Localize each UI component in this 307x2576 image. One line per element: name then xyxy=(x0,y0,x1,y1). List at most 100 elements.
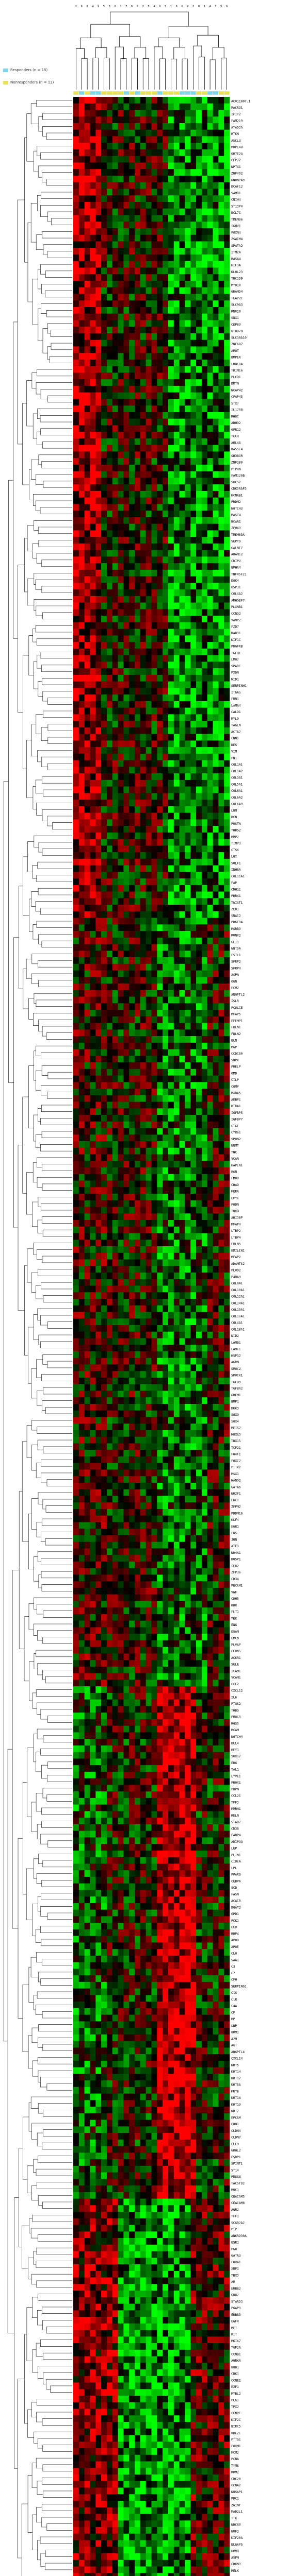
heatmap-cell xyxy=(123,576,130,583)
heatmap-cell xyxy=(146,208,152,215)
heatmap-cell xyxy=(78,294,85,301)
heatmap-cell xyxy=(73,1180,79,1188)
heatmap-cell xyxy=(157,622,163,629)
heatmap-cell xyxy=(101,222,107,229)
heatmap-cell xyxy=(101,425,107,432)
heatmap-cell xyxy=(106,1174,113,1181)
heatmap-cell xyxy=(224,1213,230,1221)
heatmap-cell xyxy=(84,845,90,853)
heatmap-cell xyxy=(118,116,124,124)
heatmap-cell xyxy=(163,1049,169,1056)
heatmap-cell xyxy=(196,957,202,964)
heatmap-cell xyxy=(179,1082,185,1089)
heatmap-cell xyxy=(185,826,191,833)
heatmap-cell xyxy=(73,353,79,360)
heatmap-cell xyxy=(168,543,174,550)
heatmap-cell xyxy=(101,779,107,787)
heatmap-cell xyxy=(135,195,141,202)
heatmap-cell xyxy=(163,911,169,918)
heatmap-cell xyxy=(73,1252,79,1260)
heatmap-cell xyxy=(224,425,230,432)
heatmap-cell xyxy=(123,195,130,202)
heatmap-cell xyxy=(151,812,157,820)
heatmap-cell xyxy=(224,918,230,925)
heatmap-cell xyxy=(196,674,202,682)
heatmap-cell xyxy=(129,609,135,616)
heatmap-cell xyxy=(106,1207,113,1214)
heatmap-cell xyxy=(123,320,130,327)
heatmap-cell xyxy=(123,248,130,255)
heatmap-cell xyxy=(95,734,102,741)
heatmap-cell xyxy=(168,740,174,748)
heatmap-cell xyxy=(196,977,202,984)
heatmap-cell xyxy=(118,333,124,340)
heatmap-cell xyxy=(90,970,96,977)
heatmap-cell xyxy=(213,1062,219,1070)
heatmap-cell xyxy=(146,839,152,846)
heatmap-cell xyxy=(190,228,197,235)
heatmap-cell xyxy=(163,300,169,308)
heatmap-cell xyxy=(190,1121,197,1128)
heatmap-cell xyxy=(151,721,157,728)
heatmap-cell xyxy=(163,116,169,124)
heatmap-cell xyxy=(73,740,79,748)
heatmap-cell xyxy=(78,307,85,314)
heatmap-cell xyxy=(173,694,180,702)
heatmap-cell xyxy=(140,129,146,137)
heatmap-cell xyxy=(218,1101,224,1109)
heatmap-cell xyxy=(112,918,118,925)
heatmap-cell xyxy=(73,970,79,977)
heatmap-cell xyxy=(185,103,191,110)
heatmap-cell xyxy=(112,1207,118,1214)
heatmap-cell xyxy=(84,786,90,793)
heatmap-cell xyxy=(101,346,107,353)
heatmap-cell xyxy=(151,274,157,281)
heatmap-cell xyxy=(95,1141,102,1148)
heatmap-cell xyxy=(118,1246,124,1253)
heatmap-cell xyxy=(73,773,79,781)
heatmap-cell xyxy=(224,504,230,511)
heatmap-cell xyxy=(129,261,135,268)
heatmap-cell xyxy=(185,1134,191,1142)
heatmap-cell xyxy=(95,898,102,905)
heatmap-cell xyxy=(218,885,224,892)
heatmap-cell xyxy=(78,1226,85,1233)
heatmap-cell xyxy=(179,760,185,767)
heatmap-cell xyxy=(163,1226,169,1233)
heatmap-cell xyxy=(185,1220,191,1227)
heatmap-cell xyxy=(173,707,180,715)
heatmap-cell xyxy=(196,1226,202,1233)
heatmap-cell xyxy=(163,721,169,728)
heatmap-cell xyxy=(207,1023,213,1030)
heatmap-cell xyxy=(190,1187,197,1194)
heatmap-cell xyxy=(84,1154,90,1161)
heatmap-cell xyxy=(213,195,219,202)
heatmap-cell xyxy=(179,1259,185,1266)
heatmap-cell xyxy=(185,1069,191,1076)
heatmap-cell xyxy=(157,156,163,163)
heatmap-cell xyxy=(123,918,130,925)
heatmap-cell xyxy=(106,602,113,609)
heatmap-cell xyxy=(135,721,141,728)
heatmap-cell xyxy=(106,707,113,715)
heatmap-cell xyxy=(123,760,130,767)
heatmap-cell xyxy=(163,1016,169,1023)
heatmap-cell xyxy=(84,1069,90,1076)
heatmap-cell xyxy=(163,523,169,531)
heatmap-cell xyxy=(196,340,202,347)
heatmap-cell xyxy=(179,845,185,853)
heatmap-cell xyxy=(146,707,152,715)
heatmap-cell xyxy=(95,359,102,366)
heatmap-cell xyxy=(157,372,163,380)
heatmap-cell xyxy=(201,734,208,741)
heatmap-cell xyxy=(218,694,224,702)
heatmap-cell xyxy=(123,629,130,636)
heatmap-cell xyxy=(173,898,180,905)
heatmap-cell xyxy=(84,629,90,636)
heatmap-cell xyxy=(146,1213,152,1221)
heatmap-cell xyxy=(78,103,85,110)
heatmap-cell xyxy=(213,445,219,452)
heatmap-cell xyxy=(173,556,180,564)
heatmap-cell xyxy=(118,1003,124,1010)
